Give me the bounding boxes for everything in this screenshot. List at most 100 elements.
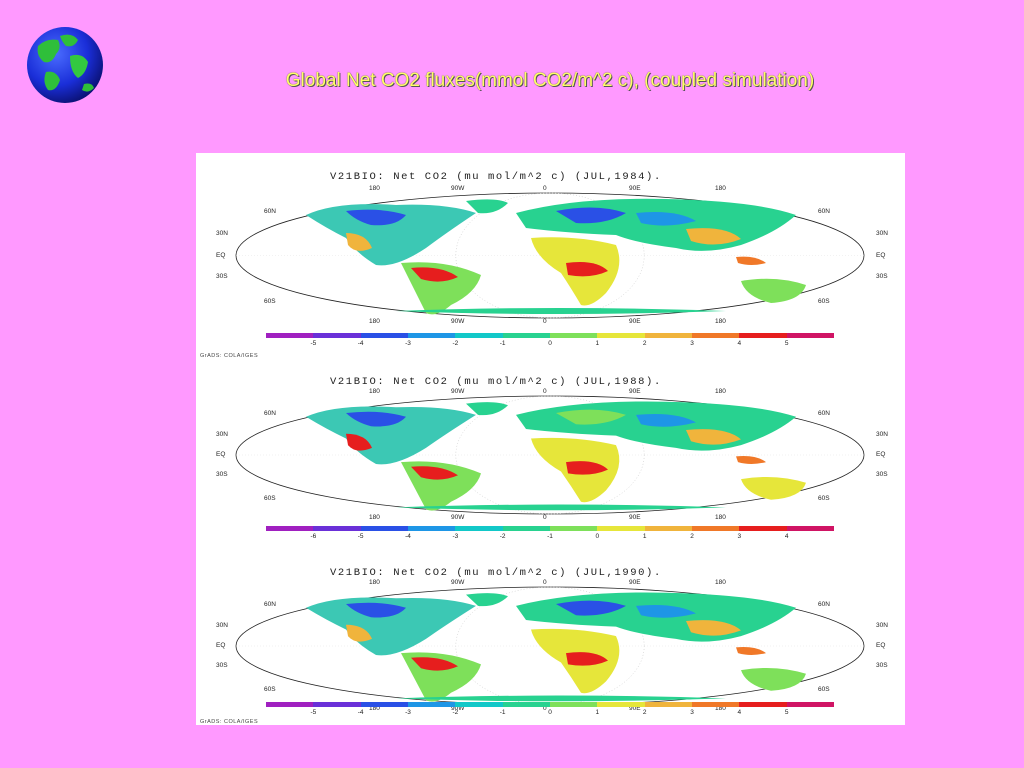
flux-region xyxy=(411,267,458,282)
panel-title: V21BIO: Net CO2 (mu mol/m^2 c) (JUL,1988… xyxy=(330,376,662,388)
lat-label-right: 30N xyxy=(876,230,888,238)
lat-label-right: 60N xyxy=(818,409,830,417)
figure-panel: V21BIO: Net CO2 (mu mol/m^2 c) (JUL,1984… xyxy=(196,153,905,725)
lat-label-right: 30S xyxy=(876,662,888,670)
lat-label-left: 30N xyxy=(216,621,228,629)
flux-region xyxy=(636,212,696,226)
colorbar-swatch xyxy=(455,702,503,707)
flux-region xyxy=(556,207,626,224)
colorbar-swatch xyxy=(597,702,645,707)
colorbar-swatch xyxy=(407,702,456,707)
colorbar-swatch xyxy=(266,526,314,531)
lat-label-left: 30S xyxy=(216,471,228,479)
lon-label-top: 90W xyxy=(451,579,465,586)
lon-label-top: 180 xyxy=(369,185,380,192)
flux-region xyxy=(556,409,626,425)
colorbar-tick-label: 4 xyxy=(737,709,742,716)
colorbar-tick-label: -5 xyxy=(310,340,317,347)
lon-label-bottom: 180 xyxy=(715,318,726,325)
colorbar-swatch xyxy=(739,333,787,338)
lat-label-left: 60N xyxy=(264,207,276,215)
colorbar-swatch xyxy=(597,333,645,338)
colorbar-tick-label: 1 xyxy=(642,533,647,540)
lon-label-top: 180 xyxy=(369,579,380,586)
colorbar-tick-label: -4 xyxy=(357,709,364,716)
lon-label-bottom: 180 xyxy=(369,705,380,712)
colorbar xyxy=(266,526,834,531)
flux-region xyxy=(556,600,626,616)
colorbar-tick-label: -2 xyxy=(499,533,506,540)
colorbar-swatch xyxy=(597,526,645,531)
lat-label-left: EQ xyxy=(216,642,226,649)
colorbar-tick-label: -4 xyxy=(405,533,411,540)
colorbar-swatch xyxy=(549,333,598,338)
lon-label-top: 90W xyxy=(451,185,465,192)
landmass-antarctica xyxy=(396,695,726,702)
lat-label-right: 60S xyxy=(818,685,830,693)
landmass-islands xyxy=(736,456,766,464)
flux-region xyxy=(346,209,406,226)
flux-region xyxy=(686,620,741,636)
colorbar-swatch xyxy=(313,702,361,707)
colorbar-tick-label: 2 xyxy=(642,709,647,716)
lat-label-left: 60S xyxy=(264,297,276,305)
lat-label-left: EQ xyxy=(216,251,226,259)
lat-label-left: 60N xyxy=(264,600,276,608)
colorbar-swatch xyxy=(549,702,598,707)
lat-label-right: EQ xyxy=(876,251,886,259)
lon-label-bottom: 180 xyxy=(715,705,726,712)
lon-label-top: 180 xyxy=(715,185,726,192)
landmass-greenland xyxy=(466,199,508,214)
lat-label-left: 60N xyxy=(264,409,276,417)
lat-label-right: 60S xyxy=(818,297,830,305)
panel-title: V21BIO: Net CO2 (mu mol/m^2 c) (JUL,1984… xyxy=(330,171,662,183)
lon-label-bottom: 90W xyxy=(451,318,465,325)
lat-label-left: 30S xyxy=(216,272,228,280)
colorbar-swatch xyxy=(549,526,598,531)
lon-label-top: 180 xyxy=(369,388,380,395)
lon-label-bottom: 90W xyxy=(451,705,465,712)
flux-region xyxy=(636,413,696,427)
colorbar-tick-label: 3 xyxy=(690,340,694,347)
grads-credit: GrADS: COLA/IGES xyxy=(200,719,259,725)
lon-label-top: 90W xyxy=(451,388,465,395)
landmass-antarctica xyxy=(396,308,726,314)
colorbar-swatch xyxy=(360,526,408,531)
colorbar-swatch xyxy=(502,702,550,707)
lon-label-bottom: 0 xyxy=(543,318,547,325)
colorbar-swatch xyxy=(691,333,740,338)
map-panel-1988: V21BIO: Net CO2 (mu mol/m^2 c) (JUL,1988… xyxy=(196,358,905,548)
flux-region xyxy=(566,262,608,277)
lat-label-left: 30N xyxy=(216,430,228,438)
robinson-map xyxy=(235,586,865,702)
lon-label-bottom: 90E xyxy=(629,318,641,325)
flux-region xyxy=(346,602,406,618)
lat-label-right: 60N xyxy=(818,600,830,608)
lon-label-bottom: 0 xyxy=(543,514,547,521)
colorbar-tick-label: -5 xyxy=(310,709,317,716)
landmass-north-america xyxy=(306,406,476,465)
flux-region xyxy=(411,657,458,671)
flux-region xyxy=(346,411,406,427)
colorbar-swatch xyxy=(502,333,550,338)
lon-label-bottom: 180 xyxy=(369,514,380,521)
lon-label-top: 180 xyxy=(715,579,726,586)
colorbar-tick-label: -1 xyxy=(499,340,506,347)
lat-label-right: 60S xyxy=(818,494,830,502)
lat-label-left: 60S xyxy=(264,494,276,502)
lon-label-top: 90E xyxy=(629,388,641,395)
colorbar-tick-label: -3 xyxy=(405,340,411,347)
landmass-islands xyxy=(736,256,766,265)
lon-label-bottom: 0 xyxy=(543,705,547,712)
colorbar-tick-label: 2 xyxy=(642,340,647,347)
colorbar-tick-label: -3 xyxy=(405,709,411,716)
lon-label-bottom: 180 xyxy=(715,514,726,521)
colorbar-tick-label: 4 xyxy=(737,340,742,347)
colorbar-swatch xyxy=(691,526,740,531)
colorbar xyxy=(266,702,834,707)
colorbar-swatch xyxy=(455,333,503,338)
colorbar-tick-label: 0 xyxy=(595,533,600,540)
colorbar-swatch xyxy=(360,333,408,338)
colorbar-tick-label: 0 xyxy=(548,340,552,347)
flux-region xyxy=(566,461,608,475)
